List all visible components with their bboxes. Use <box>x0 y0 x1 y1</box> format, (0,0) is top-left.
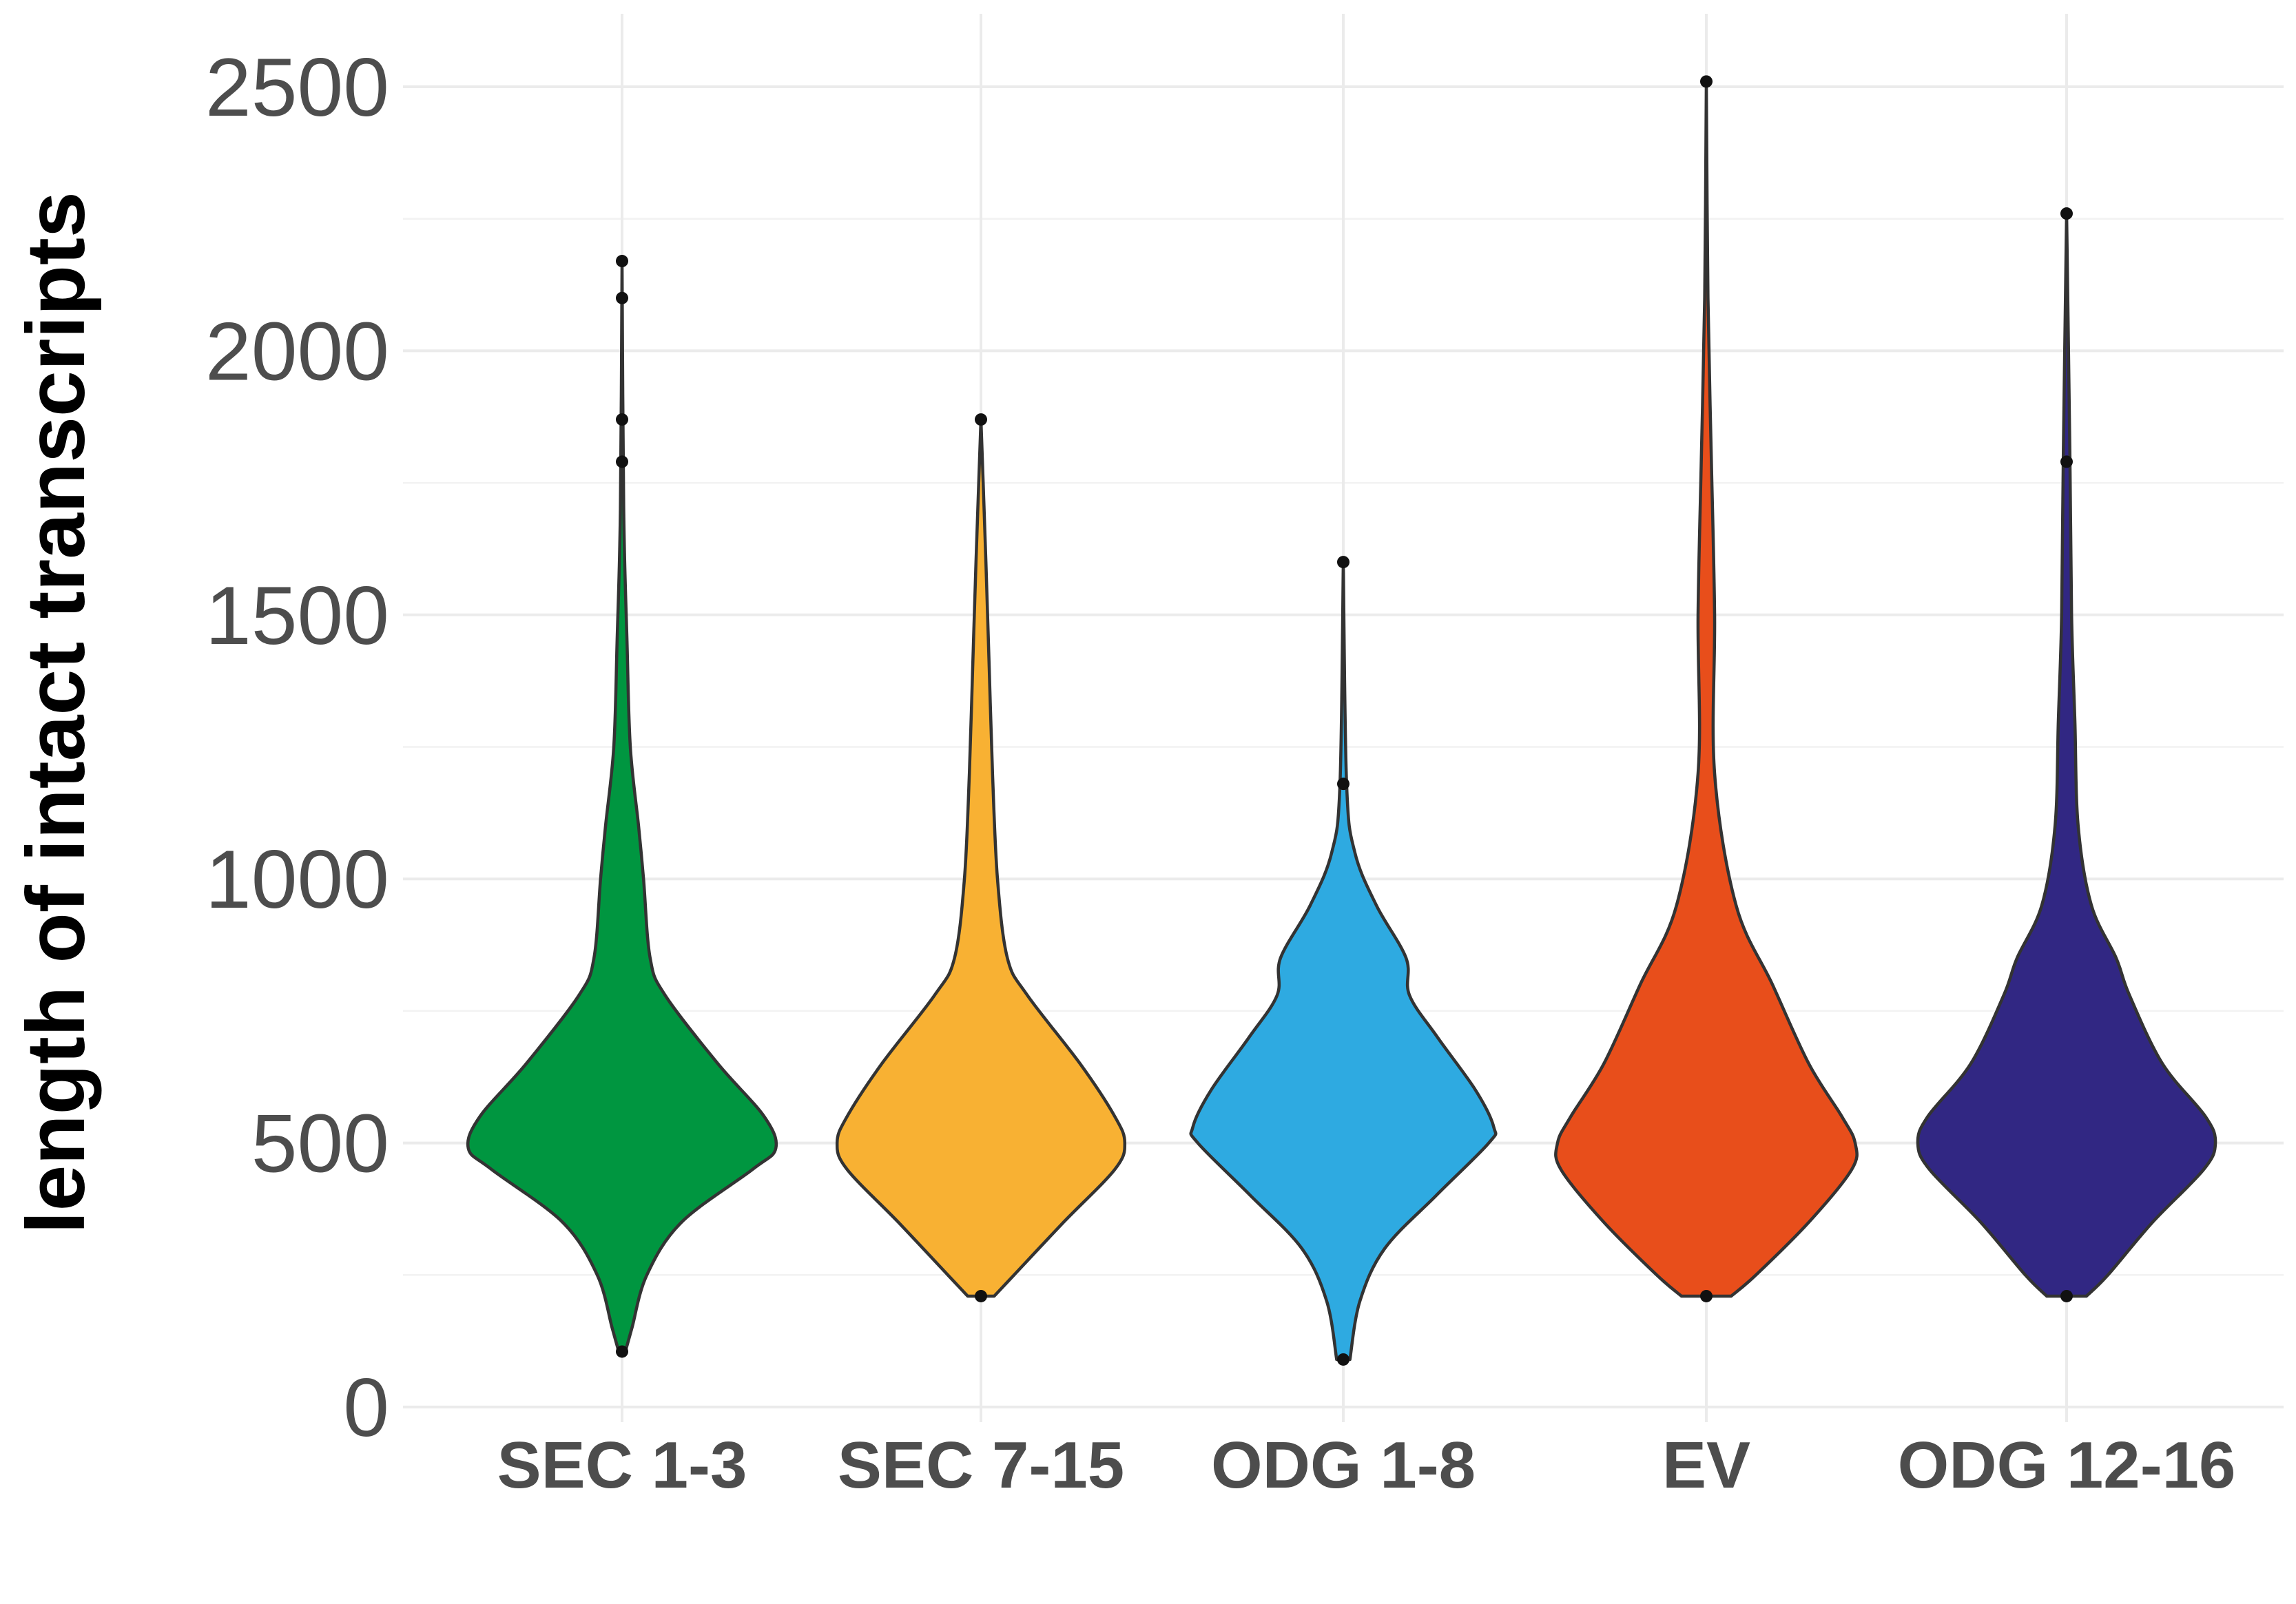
outlier-point <box>2060 455 2073 468</box>
violin-ev <box>1554 80 1859 1298</box>
x-tick-labels: SEC 1-3 SEC 7-15 ODG 1-8 EV ODG 12-16 <box>497 1428 2236 1502</box>
x-tick-label: EV <box>1662 1428 1750 1502</box>
x-tick-label: ODG 12-16 <box>1898 1428 2236 1502</box>
violins <box>466 75 2217 1366</box>
outlier-point <box>1700 1289 1713 1302</box>
outlier-point <box>975 413 987 426</box>
outlier-point <box>616 455 628 468</box>
outlier-point <box>1337 1353 1349 1366</box>
outlier-point <box>1700 75 1713 88</box>
outlier-point <box>616 291 628 304</box>
y-tick-labels: 0 500 1000 1500 2000 2500 <box>205 41 389 1454</box>
y-axis-label: length of intact transcripts <box>10 191 102 1233</box>
violin-odg-1-8 <box>1189 560 1498 1362</box>
outlier-point <box>616 1345 628 1358</box>
outlier-point <box>1337 778 1349 791</box>
x-tick-label: SEC 1-3 <box>497 1428 747 1502</box>
violin-odg-12-16 <box>1916 211 2217 1298</box>
y-tick-label: 0 <box>343 1362 389 1454</box>
outlier-point <box>2060 207 2073 220</box>
outlier-point <box>616 255 628 268</box>
outlier-point <box>616 413 628 426</box>
violin-sec-7-15 <box>835 417 1127 1298</box>
y-tick-label: 1000 <box>205 833 389 926</box>
outlier-point <box>1337 556 1349 569</box>
y-tick-label: 500 <box>251 1098 389 1190</box>
x-tick-label: SEC 7-15 <box>838 1428 1124 1502</box>
outlier-point <box>2060 1289 2073 1302</box>
y-tick-label: 2000 <box>205 305 389 397</box>
outlier-point <box>975 1289 987 1302</box>
x-tick-label: ODG 1-8 <box>1211 1428 1476 1502</box>
y-tick-label: 1500 <box>205 570 389 662</box>
y-tick-label: 2500 <box>205 41 389 134</box>
